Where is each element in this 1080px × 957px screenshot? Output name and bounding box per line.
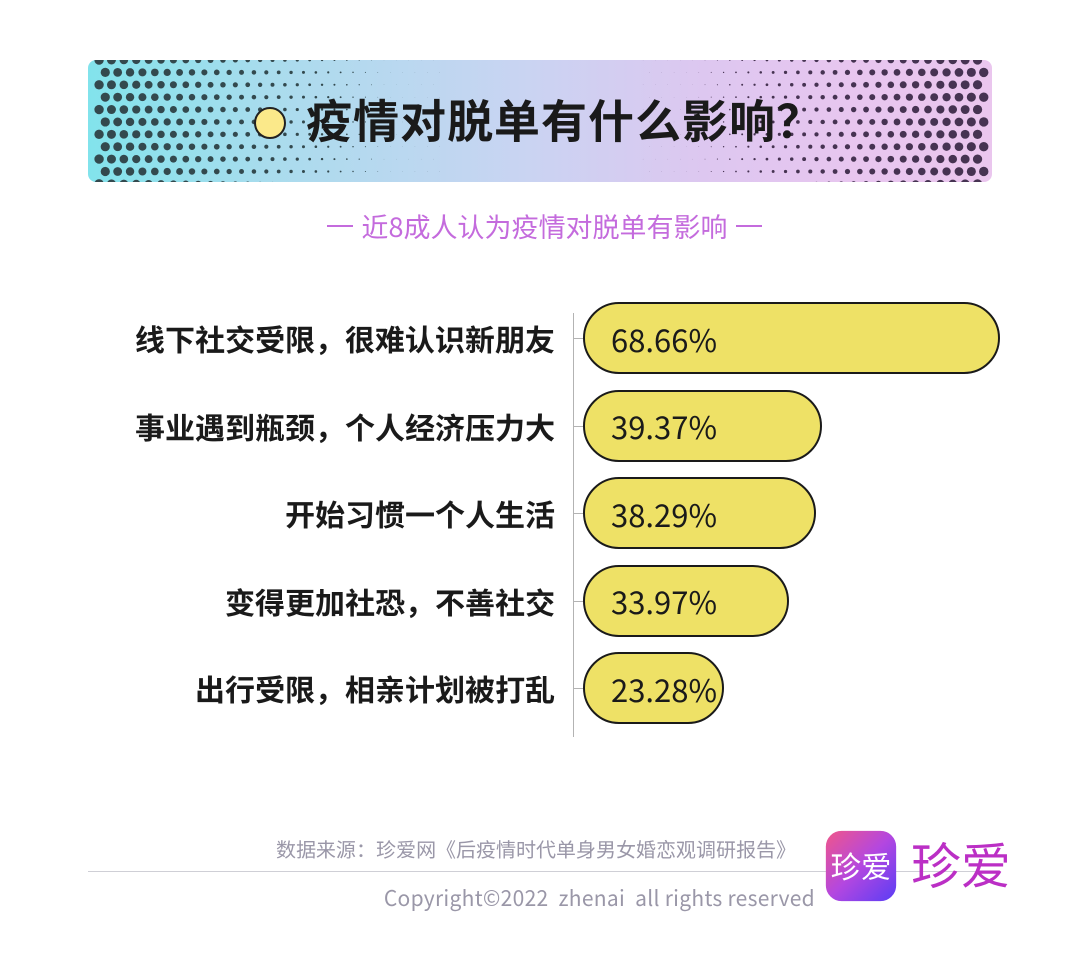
svg-text:珍爱: 珍爱 [830, 843, 891, 887]
